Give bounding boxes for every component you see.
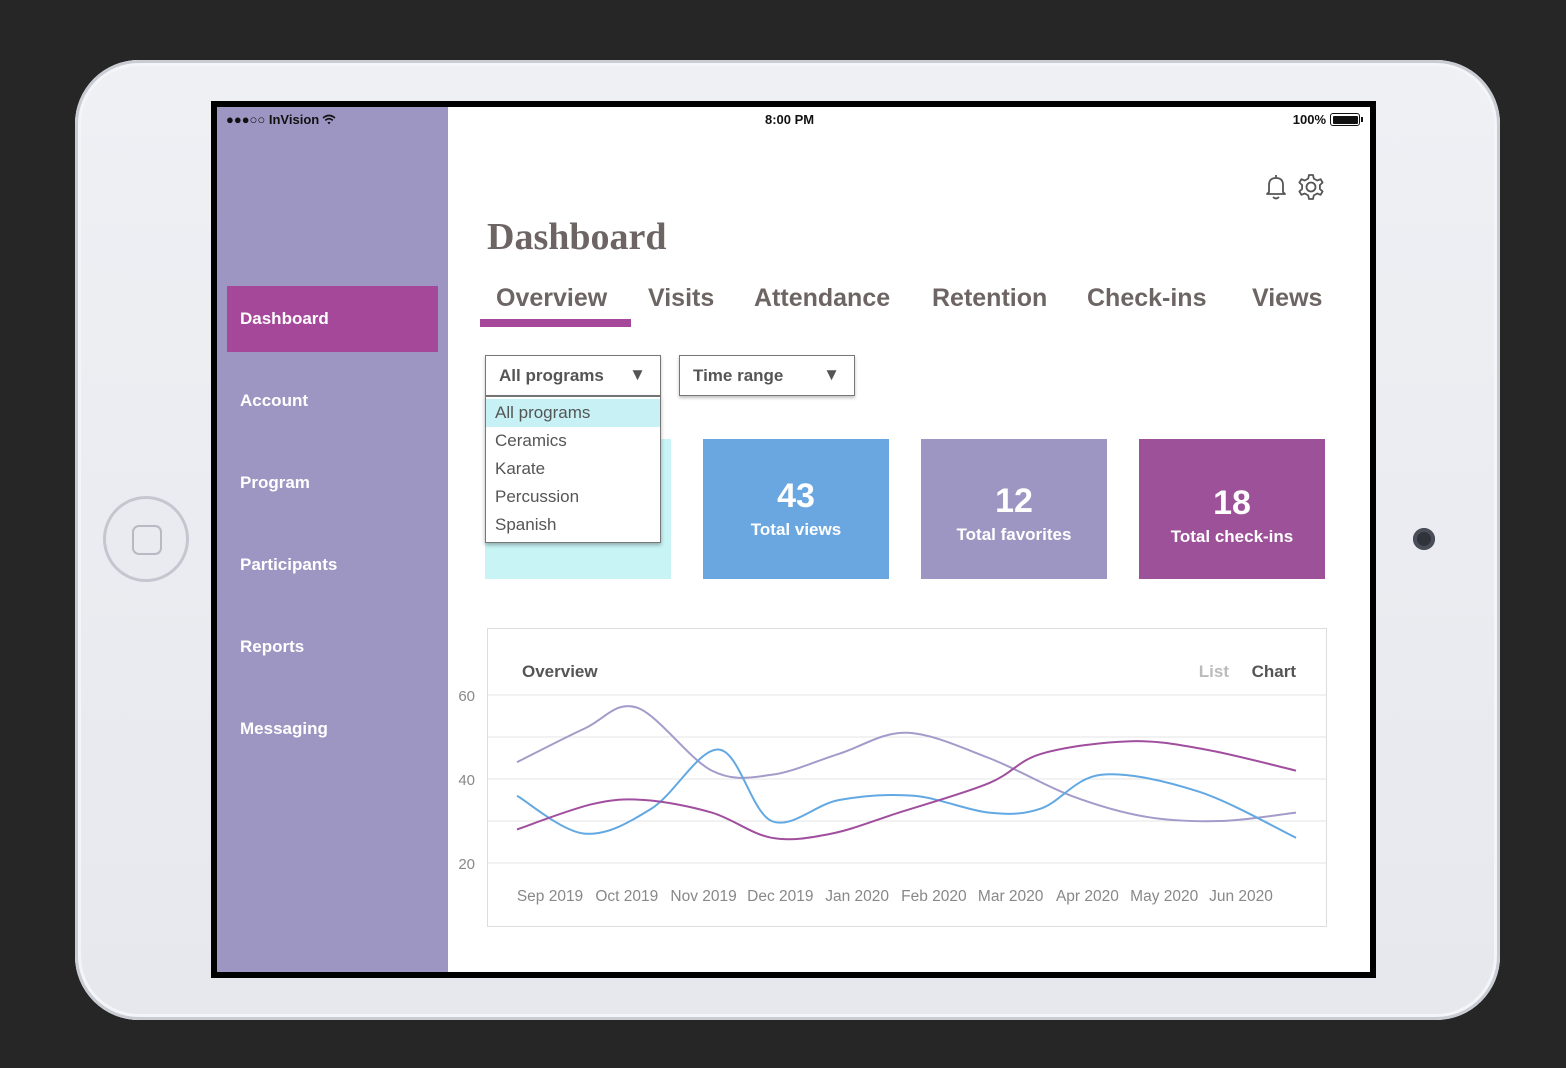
tab-overview[interactable]: Overview — [496, 284, 608, 312]
x-tick-label: Nov 2019 — [670, 888, 736, 905]
series-line-3 — [516, 740, 1297, 841]
time-range-value: Time range — [693, 365, 784, 385]
dropdown-option-percussion[interactable]: Percussion — [495, 487, 580, 506]
battery-icon — [1330, 113, 1363, 126]
sidebar-item-messaging[interactable]: Messaging — [227, 696, 438, 762]
series-line-2 — [516, 748, 1297, 839]
sidebar-item-reports[interactable]: Reports — [227, 614, 438, 680]
home-button[interactable] — [103, 496, 189, 582]
sidebar-item-program[interactable]: Program — [227, 450, 438, 516]
x-tick-label: Sep 2019 — [517, 888, 583, 905]
x-tick-label: Mar 2020 — [978, 888, 1044, 905]
stat-value: 43 — [777, 477, 815, 515]
tab-bar: Overview Visits Attendance Retention Che… — [487, 284, 1347, 332]
stat-card-total-views[interactable]: 43 Total views — [703, 439, 889, 579]
x-tick-label: Apr 2020 — [1056, 888, 1119, 905]
x-tick-label: Jun 2020 — [1209, 888, 1273, 905]
active-tab-indicator — [480, 319, 631, 327]
x-tick-label: Oct 2019 — [595, 888, 658, 905]
sidebar: Dashboard Account Program Participants R… — [217, 107, 448, 972]
list-view-toggle[interactable]: List — [1198, 662, 1229, 681]
sidebar-item-account[interactable]: Account — [227, 368, 438, 434]
dropdown-option-all-programs[interactable]: All programs — [486, 399, 660, 427]
stat-card-total-favorites[interactable]: 12 Total favorites — [921, 439, 1107, 579]
stat-label: Total favorites — [956, 525, 1072, 544]
y-tick-label: 40 — [458, 772, 475, 789]
tab-check-ins[interactable]: Check-ins — [1087, 284, 1207, 312]
sidebar-item-label: Messaging — [240, 719, 328, 738]
x-tick-label: Feb 2020 — [901, 888, 967, 905]
chart-title: Overview — [522, 662, 598, 681]
dropdown-arrow-icon: ▼ — [629, 365, 646, 384]
x-tick-label: May 2020 — [1130, 888, 1198, 905]
stat-value: 12 — [995, 482, 1033, 520]
stat-label: Total check-ins — [1170, 527, 1294, 546]
program-select[interactable]: All programs ▼ — [485, 355, 661, 396]
dropdown-option-spanish[interactable]: Spanish — [495, 515, 557, 534]
status-carrier: ●●●○○ InVision — [226, 112, 336, 127]
tab-visits[interactable]: Visits — [648, 284, 715, 312]
sidebar-item-label: Program — [240, 473, 310, 492]
bell-icon[interactable] — [1260, 171, 1292, 203]
page-title: Dashboard — [487, 216, 667, 258]
sidebar-item-label: Account — [240, 391, 308, 410]
sidebar-item-participants[interactable]: Participants — [227, 532, 438, 598]
gear-icon[interactable] — [1295, 171, 1327, 203]
overview-chart-panel: Overview List Chart — [487, 628, 1327, 927]
sidebar-item-label: Participants — [240, 555, 338, 574]
stat-value: 18 — [1213, 484, 1251, 522]
tablet-screen: Dashboard Account Program Participants R… — [211, 101, 1376, 978]
tab-attendance[interactable]: Attendance — [754, 284, 891, 312]
sidebar-item-label: Reports — [240, 637, 305, 656]
overview-line-chart: 20 40 60 Sep 2019 Oct 2019 Nov 2019 Dec 2019 Ja… — [458, 688, 1326, 905]
home-button-icon — [132, 525, 162, 555]
dropdown-option-ceramics[interactable]: Ceramics — [495, 431, 567, 450]
sidebar-item-label: Dashboard — [240, 309, 329, 328]
program-dropdown-menu: All programs Ceramics Karate Percussion … — [485, 396, 661, 543]
time-range-select[interactable]: Time range ▼ — [679, 355, 855, 396]
y-tick-label: 20 — [458, 856, 475, 873]
tab-retention[interactable]: Retention — [932, 284, 1048, 312]
camera-icon — [1413, 528, 1435, 550]
wifi-icon — [322, 114, 336, 125]
battery-percent: 100% — [1292, 112, 1326, 127]
status-time: 8:00 PM — [765, 112, 815, 127]
stat-label: Total views — [750, 520, 842, 539]
dropdown-option-karate[interactable]: Karate — [495, 459, 546, 478]
sidebar-item-dashboard[interactable]: Dashboard — [227, 286, 438, 352]
x-tick-label: Jan 2020 — [825, 888, 889, 905]
program-select-value: All programs — [499, 365, 604, 385]
x-tick-label: Dec 2019 — [747, 888, 813, 905]
tab-views[interactable]: Views — [1252, 284, 1323, 312]
dropdown-arrow-icon: ▼ — [823, 365, 840, 384]
stat-card-total-check-ins[interactable]: 18 Total check-ins — [1139, 439, 1325, 579]
series-line-1 — [516, 705, 1297, 823]
chart-view-toggle[interactable]: Chart — [1251, 662, 1296, 681]
app-window: Dashboard Account Program Participants R… — [217, 107, 1370, 972]
y-tick-label: 60 — [458, 688, 475, 705]
status-battery: 100% — [1292, 112, 1363, 127]
carrier-label: ●●●○○ InVision — [226, 112, 320, 127]
